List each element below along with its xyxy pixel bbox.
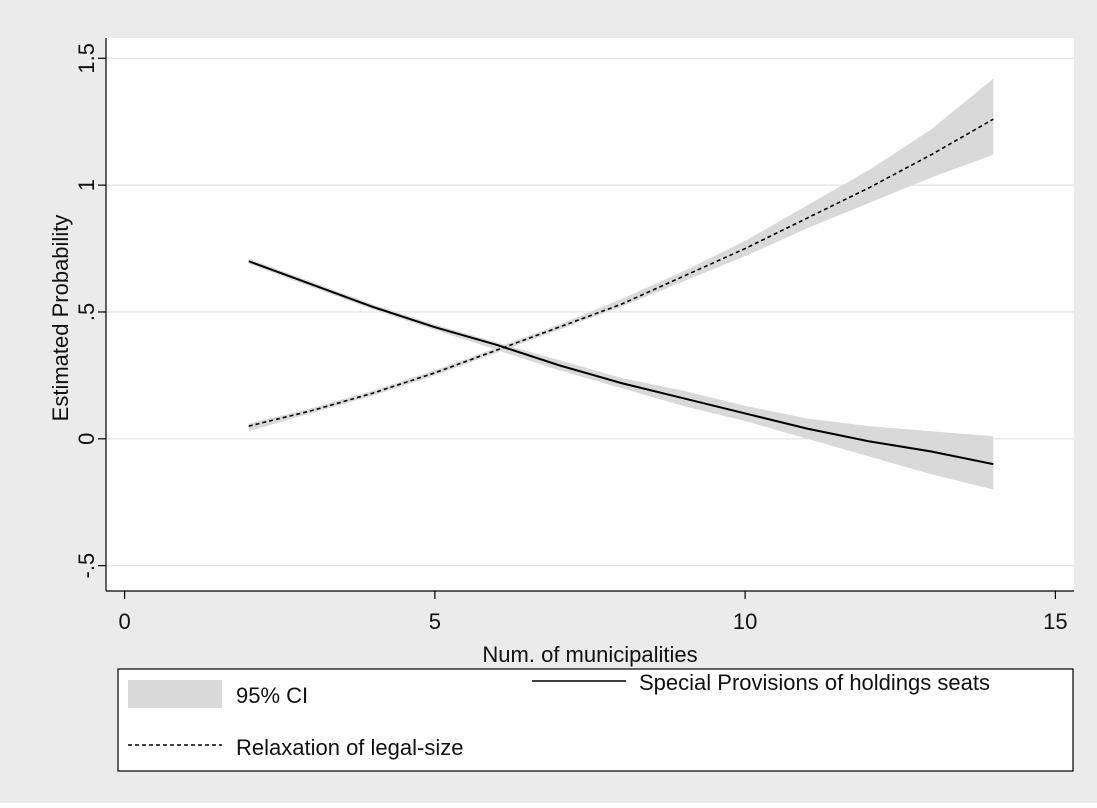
gridlines xyxy=(106,57,1074,567)
y-tick-label: 1 xyxy=(74,179,99,191)
x-tick-label: 15 xyxy=(1043,609,1067,634)
x-tick-label: 5 xyxy=(429,609,441,634)
legend-label-special: Special Provisions of holdings seats xyxy=(639,670,990,695)
y-tick-label: -.5 xyxy=(74,553,99,579)
legend-swatch-ci xyxy=(128,680,222,708)
y-tick-label: 0 xyxy=(74,433,99,445)
legend: 95% CI Special Provisions of holdings se… xyxy=(117,668,1074,772)
confidence-bands xyxy=(248,78,994,490)
ci-band xyxy=(248,258,994,490)
series-line-special xyxy=(248,260,994,466)
axes: -.5 0 .5 1 1.5 0 5 10 15 xyxy=(74,38,1074,634)
legend-box xyxy=(117,668,1074,772)
x-tick-label: 10 xyxy=(733,609,757,634)
x-tick-label: 0 xyxy=(118,609,130,634)
y-tick-label: .5 xyxy=(74,303,99,321)
series-line-relaxation xyxy=(248,118,994,427)
x-axis-title: Num. of municipalities xyxy=(482,642,697,667)
y-tick-label: 1.5 xyxy=(74,43,99,74)
series-lines xyxy=(248,118,994,466)
y-axis-title: Estimated Probability xyxy=(48,215,73,422)
legend-label-relaxation: Relaxation of legal-size xyxy=(236,735,463,760)
legend-label-ci: 95% CI xyxy=(236,683,308,708)
